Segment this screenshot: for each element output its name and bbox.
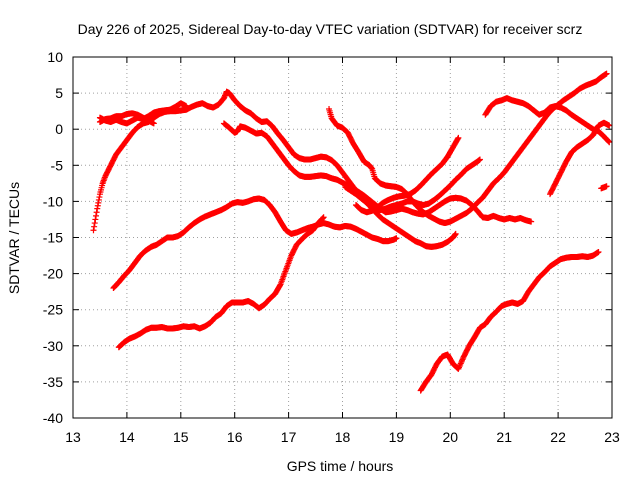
chart-title: Day 226 of 2025, Sidereal Day-to-day VTE… <box>78 21 583 37</box>
x-axis-title: GPS time / hours <box>287 458 394 474</box>
series-track-5 <box>326 70 610 227</box>
series-track-10 <box>417 248 602 394</box>
data-point-marker <box>452 230 459 237</box>
data-point-marker <box>603 70 610 77</box>
x-tick-label: 20 <box>443 429 459 445</box>
data-point-marker <box>92 212 99 219</box>
x-tick-label: 23 <box>604 429 620 445</box>
x-tick-label: 14 <box>119 429 135 445</box>
series-track-9 <box>115 214 327 351</box>
data-point-marker <box>93 209 100 216</box>
data-point-marker <box>393 235 400 242</box>
x-tick-label: 18 <box>335 429 351 445</box>
data-point-marker <box>476 156 483 163</box>
data-point-marker <box>455 134 462 141</box>
y-tick-label: -30 <box>43 338 63 354</box>
data-point-marker <box>90 227 97 234</box>
y-axis-title: SDTVAR / TECUs <box>6 182 22 294</box>
series-track-6 <box>352 134 462 216</box>
data-point-marker <box>606 139 613 146</box>
y-tick-label: -5 <box>51 157 64 173</box>
series-layer <box>90 70 613 394</box>
series-track-12 <box>547 119 613 198</box>
y-tick-label: -40 <box>43 410 63 426</box>
data-point-marker <box>91 223 98 230</box>
data-point-marker <box>150 120 157 127</box>
data-point-marker <box>603 183 610 190</box>
data-point-marker <box>320 214 327 221</box>
series-track-11 <box>482 95 613 146</box>
y-tick-label: 10 <box>47 49 63 65</box>
series-track-4 <box>220 120 535 225</box>
x-tick-label: 15 <box>173 429 189 445</box>
series-track-7 <box>110 195 400 292</box>
series-track-13 <box>598 183 610 192</box>
data-point-marker <box>91 220 98 227</box>
y-tick-label: -35 <box>43 374 63 390</box>
data-point-marker <box>595 248 602 255</box>
y-tick-label: -20 <box>43 266 63 282</box>
data-point-marker <box>528 218 535 225</box>
x-tick-label: 21 <box>496 429 512 445</box>
y-tick-label: -10 <box>43 193 63 209</box>
y-tick-label: 0 <box>55 121 63 137</box>
x-tick-label: 17 <box>281 429 297 445</box>
y-tick-label: 5 <box>55 85 63 101</box>
x-tick-label: 22 <box>550 429 566 445</box>
data-point-marker <box>606 122 613 129</box>
y-tick-label: -25 <box>43 302 63 318</box>
axes: 13 14 15 16 17 18 19 20 21 22 23 -40 -35 -30 -25 -20 -15… <box>43 49 620 445</box>
x-tick-label: 19 <box>389 429 405 445</box>
series-track-3 <box>96 110 157 127</box>
data-point-marker <box>92 216 99 223</box>
data-point-marker <box>183 103 190 110</box>
series-track-8 <box>342 183 459 250</box>
y-tick-label: -15 <box>43 230 63 246</box>
x-tick-label: 16 <box>227 429 243 445</box>
x-tick-label: 13 <box>65 429 81 445</box>
